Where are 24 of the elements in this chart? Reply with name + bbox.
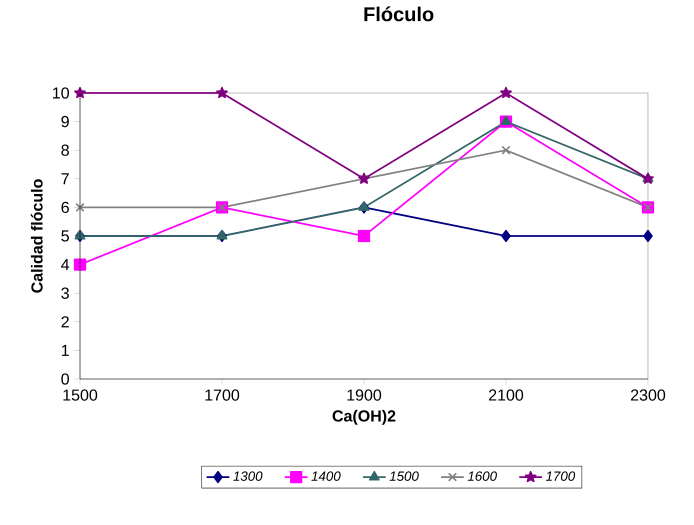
x-tick-label: 2300 (630, 389, 666, 401)
legend-label: 1600 (468, 471, 497, 481)
y-tick-label: 0 (61, 373, 69, 385)
x-tick-label: 1500 (63, 389, 98, 401)
x-tick-label: 1700 (205, 389, 240, 401)
legend-label: 1400 (311, 471, 341, 481)
legend-label: 1300 (233, 471, 262, 481)
y-tick-label: 6 (62, 202, 69, 214)
legend-label: 1700 (546, 471, 576, 481)
y-tick-label: 3 (61, 288, 69, 299)
y-tick-label: 8 (61, 144, 69, 156)
y-tick-label: 2 (62, 316, 69, 328)
y-tick-label: 4 (61, 259, 70, 270)
x-tick-label: 2100 (488, 389, 524, 401)
y-axis-title: Calidad flóculo (30, 179, 43, 293)
y-tick-label: 7 (62, 173, 69, 184)
x-tick-label: 1900 (347, 389, 382, 401)
y-tick-label: 10 (53, 87, 69, 99)
y-tick-label: 5 (61, 230, 69, 242)
y-tick-label: 1 (62, 344, 69, 356)
chart-title: Flóculo (364, 6, 434, 22)
y-tick-label: 9 (61, 116, 69, 128)
x-axis-title: Ca(OH)2 (332, 410, 396, 425)
legend-label: 1500 (390, 471, 419, 481)
